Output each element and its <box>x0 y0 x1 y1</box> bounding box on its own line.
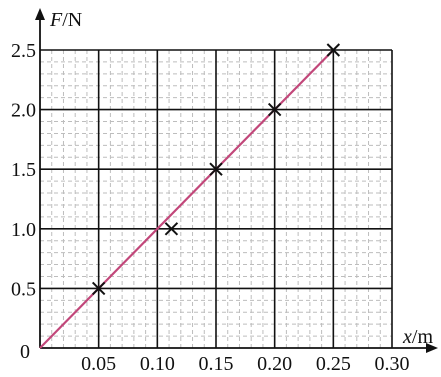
y-axis-label: F/N <box>49 9 82 31</box>
fit-line <box>39 49 335 349</box>
data-point-marker <box>164 222 179 236</box>
x-tick-label: 0.15 <box>199 353 234 372</box>
x-tick-label: 0.05 <box>81 353 116 372</box>
y-tick-label: 2.5 <box>11 40 36 62</box>
y-tick-label: 2.0 <box>11 100 36 122</box>
y-axis-unit: /N <box>62 9 82 31</box>
y-axis-variable: F <box>49 9 63 31</box>
x-tick-label: 0.25 <box>316 353 351 372</box>
fit-line-group <box>39 49 335 349</box>
y-tick-label: 1.5 <box>11 159 36 181</box>
data-point-marker <box>267 102 282 117</box>
x-tick-label: 0.10 <box>140 353 175 372</box>
marker-stroke <box>267 102 282 117</box>
data-point-marker <box>91 281 106 296</box>
data-point-marker <box>209 162 223 176</box>
marker-stroke <box>209 162 223 176</box>
x-axis-arrowhead <box>426 343 438 353</box>
y-tick-label: 1.0 <box>11 219 36 241</box>
marker-stroke <box>164 222 179 236</box>
marker-stroke <box>91 281 106 296</box>
y-tick-label: 0.5 <box>11 278 36 300</box>
major-grid <box>40 49 393 348</box>
y-axis-arrowhead <box>35 8 45 20</box>
x-axis-unit: /m <box>412 326 434 348</box>
axes <box>35 8 438 353</box>
origin-label: 0 <box>20 341 30 363</box>
marker-stroke <box>326 43 341 57</box>
tick-labels: 0.05 0.10 0.15 0.20 0.25 0.30 0.5 1.0 1.5 2.0 2.5 <box>11 40 410 375</box>
x-axis-label: x/m <box>402 326 433 348</box>
x-tick-label: 0.30 <box>375 353 410 372</box>
x-axis-variable: x <box>402 326 412 348</box>
data-point-marker <box>326 43 341 57</box>
x-tick-label: 0.20 <box>257 353 292 372</box>
data-points <box>91 43 341 296</box>
